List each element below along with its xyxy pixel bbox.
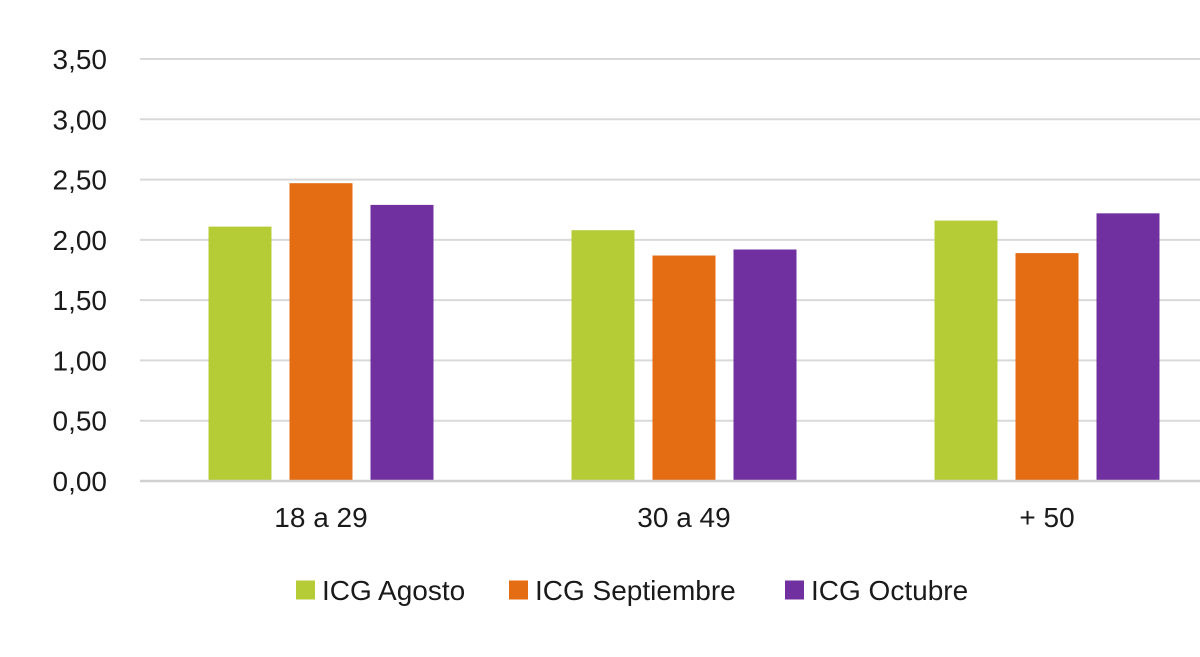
legend-swatch	[296, 580, 315, 600]
y-tick-label: 0,00	[53, 466, 108, 497]
y-tick-label: 1,00	[53, 345, 108, 376]
y-tick-label: 1,50	[53, 285, 108, 316]
bar-icg-octubre-3	[1096, 213, 1160, 481]
legend-label: ICG Octubre	[811, 575, 968, 606]
y-tick-label: 3,50	[53, 44, 108, 75]
bar-icg-septiembre-1	[289, 183, 353, 481]
y-axis-tick-labels: 0,00 0,50 1,00 1,50 2,00 2,50 3,00 3,50	[53, 44, 108, 497]
x-axis-category-labels: 18 a 29 30 a 49 + 50	[274, 502, 1074, 533]
bars	[208, 183, 1160, 482]
bar-icg-agosto-2	[571, 230, 635, 481]
y-tick-label: 2,00	[53, 225, 108, 256]
legend: ICG Agosto ICG Septiembre ICG Octubre	[296, 575, 968, 606]
y-tick-label: 0,50	[53, 406, 108, 437]
legend-swatch	[785, 580, 804, 600]
y-tick-label: 3,00	[53, 104, 108, 135]
bar-icg-agosto-3	[934, 220, 998, 481]
x-category-label: 18 a 29	[274, 502, 367, 533]
x-category-label: + 50	[1019, 502, 1074, 533]
bar-icg-octubre-2	[733, 249, 797, 481]
legend-swatch	[509, 580, 528, 600]
bar-icg-septiembre-3	[1015, 253, 1079, 481]
y-tick-label: 2,50	[53, 165, 108, 196]
legend-label: ICG Septiembre	[535, 575, 736, 606]
legend-label: ICG Agosto	[322, 575, 465, 606]
bar-icg-agosto-1	[208, 226, 272, 481]
bar-icg-octubre-1	[370, 204, 434, 482]
x-category-label: 30 a 49	[637, 502, 730, 533]
bar-icg-septiembre-2	[652, 255, 716, 481]
